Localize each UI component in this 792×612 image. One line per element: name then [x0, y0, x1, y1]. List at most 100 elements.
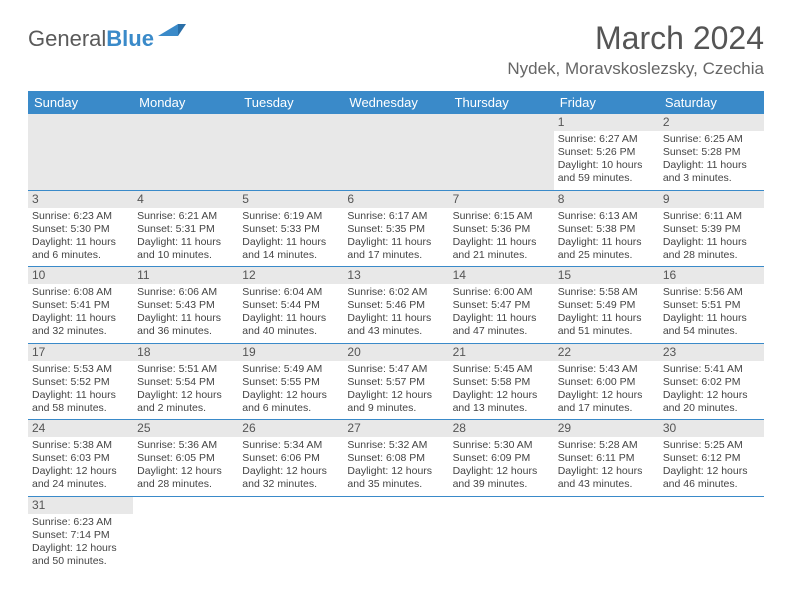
calendar-day-cell: 21 Sunrise: 5:45 AMSunset: 5:58 PMDayligh… — [449, 343, 554, 420]
day-sunset: Sunset: 5:43 PM — [137, 299, 234, 312]
logo-text-2: Blue — [106, 26, 154, 52]
day-sunrise: Sunrise: 6:27 AM — [558, 133, 655, 146]
day-sunset: Sunset: 5:58 PM — [453, 376, 550, 389]
day-sunset: Sunset: 5:51 PM — [663, 299, 760, 312]
day-number: 31 — [28, 497, 133, 514]
day-number: 20 — [343, 344, 448, 361]
day-sunrise: Sunrise: 5:25 AM — [663, 439, 760, 452]
day-sunrise: Sunrise: 6:02 AM — [347, 286, 444, 299]
logo: GeneralBlue — [28, 26, 186, 52]
day-sunrise: Sunrise: 6:04 AM — [242, 286, 339, 299]
day-sunset: Sunset: 7:14 PM — [32, 529, 129, 542]
day-number: 22 — [554, 344, 659, 361]
day-day: Daylight: 11 hours and 40 minutes. — [242, 312, 339, 338]
day-number: 14 — [449, 267, 554, 284]
day-sunset: Sunset: 6:00 PM — [558, 376, 655, 389]
day-sunset: Sunset: 5:26 PM — [558, 146, 655, 159]
day-day: Daylight: 12 hours and 13 minutes. — [453, 389, 550, 415]
calendar-day-cell: 13 Sunrise: 6:02 AMSunset: 5:46 PMDayligh… — [343, 267, 448, 344]
calendar-day-cell: 6Sunrise: 6:17 AMSunset: 5:35 PMDaylight… — [343, 190, 448, 267]
day-sunset: Sunset: 6:08 PM — [347, 452, 444, 465]
day-sunset: Sunset: 5:46 PM — [347, 299, 444, 312]
logo-flag-icon — [158, 22, 186, 45]
day-sunset: Sunset: 5:39 PM — [663, 223, 760, 236]
day-number: 11 — [133, 267, 238, 284]
day-number: 27 — [343, 420, 448, 437]
day-sunrise: Sunrise: 5:49 AM — [242, 363, 339, 376]
calendar-day-cell: 15Sunrise: 5:58 AMSunset: 5:49 PMDayligh… — [554, 267, 659, 344]
day-number: 4 — [133, 191, 238, 208]
calendar-day-cell: 4Sunrise: 6:21 AMSunset: 5:31 PMDaylight… — [133, 190, 238, 267]
day-sunrise: Sunrise: 6:19 AM — [242, 210, 339, 223]
day-sunrise: Sunrise: 5:43 AM — [558, 363, 655, 376]
day-day: Daylight: 11 hours and 43 minutes. — [347, 312, 444, 338]
day-day: Daylight: 11 hours and 17 minutes. — [347, 236, 444, 262]
day-sunrise: Sunrise: 6:23 AM — [32, 210, 129, 223]
calendar-week-row: 10Sunrise: 6:08 AMSunset: 5:41 PMDayligh… — [28, 267, 764, 344]
day-number: 5 — [238, 191, 343, 208]
day-number: 25 — [133, 420, 238, 437]
calendar-day-cell: 24Sunrise: 5:38 AMSunset: 6:03 PMDayligh… — [28, 420, 133, 497]
calendar-day-cell: 7Sunrise: 6:15 AMSunset: 5:36 PMDaylight… — [449, 190, 554, 267]
day-number: 3 — [28, 191, 133, 208]
day-sunrise: Sunrise: 5:58 AM — [558, 286, 655, 299]
day-number: 29 — [554, 420, 659, 437]
calendar-day-cell — [238, 114, 343, 190]
day-header: Wednesday — [343, 91, 448, 114]
calendar-day-cell: 18Sunrise: 5:51 AMSunset: 5:54 PMDayligh… — [133, 343, 238, 420]
day-sunset: Sunset: 5:57 PM — [347, 376, 444, 389]
day-sunrise: Sunrise: 6:17 AM — [347, 210, 444, 223]
day-day: Daylight: 12 hours and 20 minutes. — [663, 389, 760, 415]
day-sunset: Sunset: 6:06 PM — [242, 452, 339, 465]
day-day: Daylight: 11 hours and 3 minutes. — [663, 159, 760, 185]
day-sunrise: Sunrise: 6:25 AM — [663, 133, 760, 146]
day-number: 19 — [238, 344, 343, 361]
day-sunset: Sunset: 5:30 PM — [32, 223, 129, 236]
day-sunrise: Sunrise: 5:45 AM — [453, 363, 550, 376]
day-day: Daylight: 11 hours and 32 minutes. — [32, 312, 129, 338]
calendar-day-cell: 25Sunrise: 5:36 AMSunset: 6:05 PMDayligh… — [133, 420, 238, 497]
calendar-day-cell: 8Sunrise: 6:13 AMSunset: 5:38 PMDaylight… — [554, 190, 659, 267]
day-number: 13 — [343, 267, 448, 284]
day-day: Daylight: 11 hours and 36 minutes. — [137, 312, 234, 338]
calendar-day-cell: 27Sunrise: 5:32 AMSunset: 6:08 PMDayligh… — [343, 420, 448, 497]
day-day: Daylight: 12 hours and 9 minutes. — [347, 389, 444, 415]
day-day: Daylight: 12 hours and 24 minutes. — [32, 465, 129, 491]
calendar-day-cell — [449, 496, 554, 572]
day-number: 7 — [449, 191, 554, 208]
day-day: Daylight: 12 hours and 50 minutes. — [32, 542, 129, 568]
calendar-week-row: 1Sunrise: 6:27 AMSunset: 5:26 PMDaylight… — [28, 114, 764, 190]
calendar-day-cell: 28Sunrise: 5:30 AMSunset: 6:09 PMDayligh… — [449, 420, 554, 497]
day-day: Daylight: 12 hours and 46 minutes. — [663, 465, 760, 491]
calendar-table: SundayMondayTuesdayWednesdayThursdayFrid… — [28, 91, 764, 572]
calendar-body: 1Sunrise: 6:27 AMSunset: 5:26 PMDaylight… — [28, 114, 764, 572]
logo-text-1: General — [28, 26, 106, 52]
day-number: 21 — [449, 344, 554, 361]
calendar-day-cell: 23Sunrise: 5:41 AMSunset: 6:02 PMDayligh… — [659, 343, 764, 420]
calendar-day-cell: 3 Sunrise: 6:23 AMSunset: 5:30 PMDaylight… — [28, 190, 133, 267]
day-number: 15 — [554, 267, 659, 284]
day-sunrise: Sunrise: 5:47 AM — [347, 363, 444, 376]
calendar-day-cell: 5Sunrise: 6:19 AMSunset: 5:33 PMDaylight… — [238, 190, 343, 267]
day-sunset: Sunset: 6:05 PM — [137, 452, 234, 465]
day-day: Daylight: 12 hours and 2 minutes. — [137, 389, 234, 415]
calendar-day-cell — [133, 114, 238, 190]
day-day: Daylight: 12 hours and 39 minutes. — [453, 465, 550, 491]
day-sunrise: Sunrise: 6:21 AM — [137, 210, 234, 223]
calendar-day-cell — [343, 496, 448, 572]
day-sunrise: Sunrise: 5:34 AM — [242, 439, 339, 452]
day-day: Daylight: 12 hours and 43 minutes. — [558, 465, 655, 491]
day-header: Tuesday — [238, 91, 343, 114]
calendar-day-cell — [343, 114, 448, 190]
calendar-day-cell: 20 Sunrise: 5:47 AMSunset: 5:57 PMDayligh… — [343, 343, 448, 420]
day-sunset: Sunset: 6:09 PM — [453, 452, 550, 465]
calendar-day-cell: 22Sunrise: 5:43 AMSunset: 6:00 PMDayligh… — [554, 343, 659, 420]
day-number: 10 — [28, 267, 133, 284]
day-sunset: Sunset: 5:28 PM — [663, 146, 760, 159]
calendar-week-row: 3Sunrise: 6:23 AMSunset: 5:30 PMDaylight… — [28, 190, 764, 267]
day-day: Daylight: 11 hours and 6 minutes. — [32, 236, 129, 262]
calendar-day-cell: 30Sunrise: 5:25 AMSunset: 6:12 PMDayligh… — [659, 420, 764, 497]
day-sunset: Sunset: 5:44 PM — [242, 299, 339, 312]
calendar-day-cell: 2Sunrise: 6:25 AMSunset: 5:28 PMDaylight… — [659, 114, 764, 190]
day-sunrise: Sunrise: 5:51 AM — [137, 363, 234, 376]
